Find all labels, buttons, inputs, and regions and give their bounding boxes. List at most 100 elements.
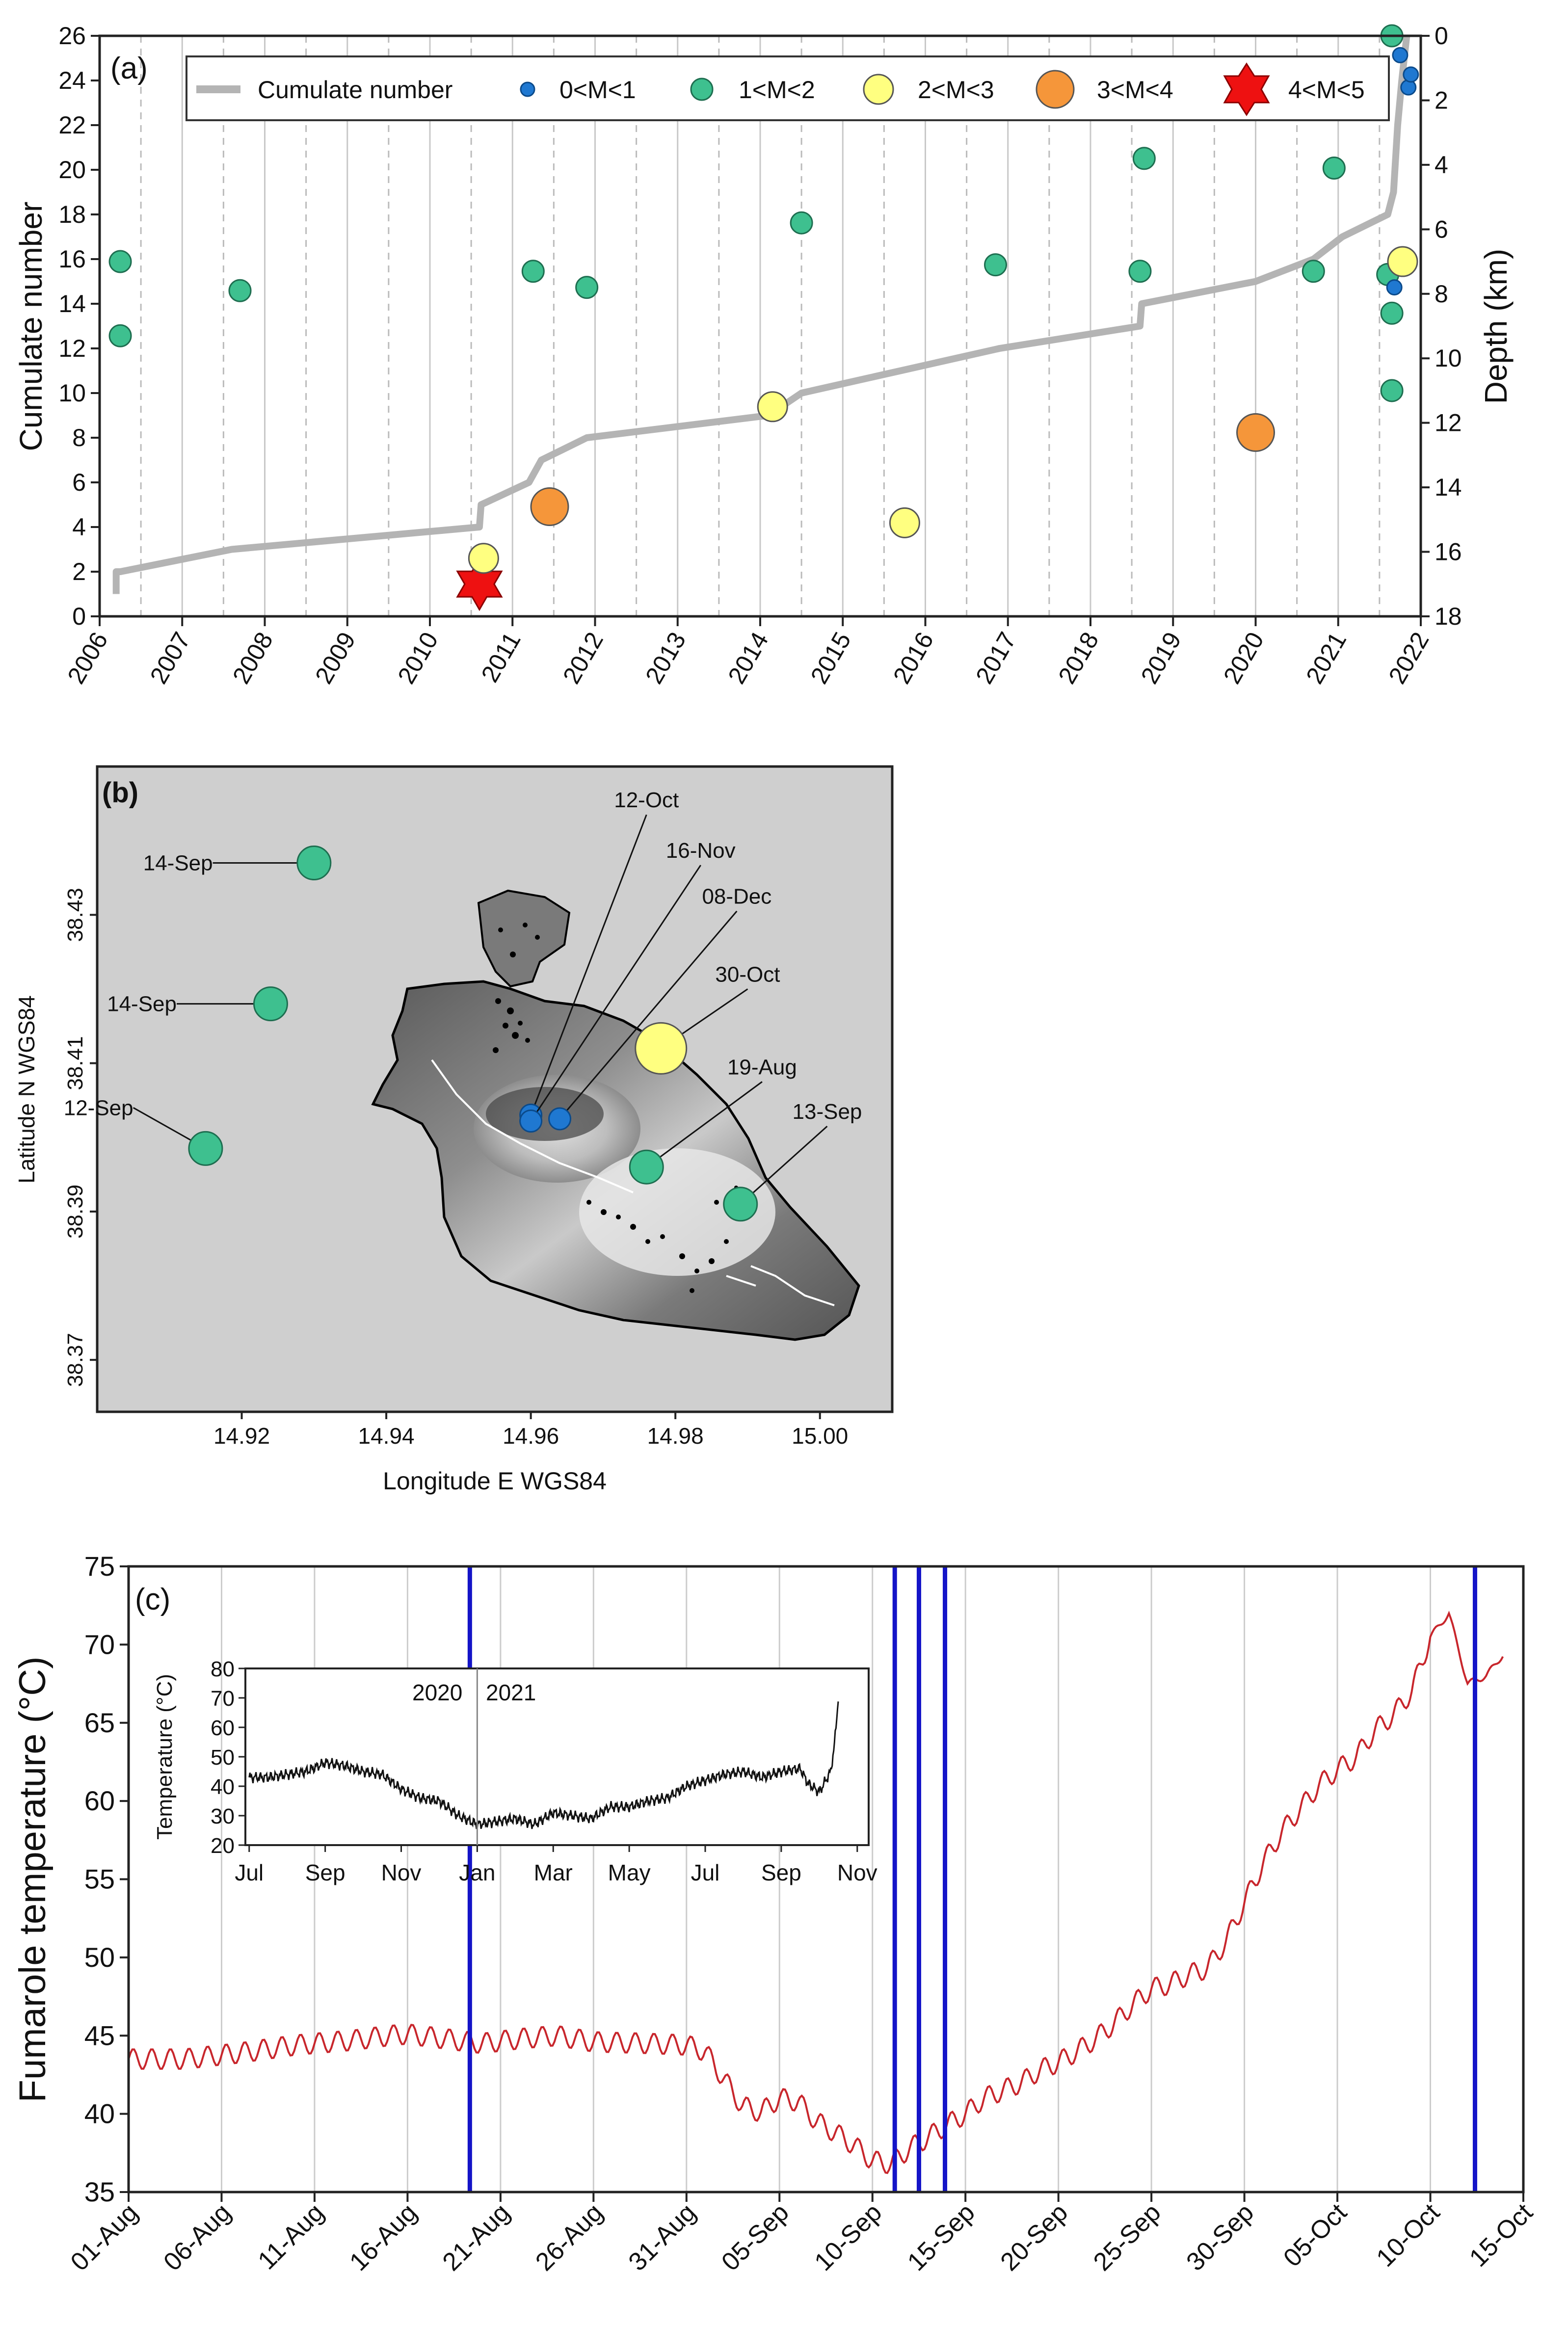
a-x-tick-label: 2016 (888, 628, 939, 688)
a-event-m34 (530, 487, 569, 527)
a-event-m12 (1128, 260, 1152, 283)
a-x-tick-label: 2012 (558, 628, 609, 688)
a-right-tick-label: 4 (1435, 151, 1448, 179)
inset-x-tick-label: Mar (534, 1860, 573, 1885)
a-x-tick-label: 2019 (1136, 628, 1187, 688)
b-x-tick-label: 14.92 (213, 1423, 270, 1449)
a-x-tick-label: 2008 (227, 628, 278, 688)
c-y-tick-label: 40 (84, 2098, 115, 2129)
a-left-tick-label: 14 (58, 290, 86, 317)
inset-x-tick-label: Nov (837, 1860, 877, 1885)
panel-a-label: (a) (110, 52, 148, 85)
panel-a: 2006 2007 2008 2009 2010 2011 2012 2013 2014 2015… (13, 22, 1514, 688)
b-event-date-label: 12-Sep (64, 1096, 133, 1120)
a-event-m23 (757, 391, 788, 423)
legend-m45-star-marker (1223, 62, 1270, 116)
c-x-tick-label: 06-Aug (158, 2198, 237, 2276)
c-x-tick-label: 05-Sep (716, 2198, 795, 2276)
c-y-tick-label: 45 (84, 2020, 115, 2051)
c-x-tick-label: 26-Aug (530, 2198, 609, 2276)
inset-y-tick-label: 20 (211, 1834, 235, 1858)
c-x-tick-label: 21-Aug (437, 2198, 516, 2276)
b-event-date-label: 19-Aug (727, 1055, 797, 1079)
a-left-tick-label: 16 (58, 245, 86, 273)
b-y-tick-label: 38.41 (63, 1036, 87, 1090)
legend-m12-marker (690, 78, 714, 101)
c-seismic-event-lines (467, 1566, 1477, 2192)
a-right-tick-label: 0 (1435, 22, 1448, 50)
legend-m34-marker (1036, 70, 1075, 109)
a-left-tick-label: 20 (58, 156, 86, 184)
a-left-tick-label: 4 (72, 513, 86, 541)
b-label-leader (646, 1081, 763, 1168)
inset-y-tick-label: 40 (211, 1775, 235, 1799)
a-x-tick-label: 2011 (476, 628, 526, 687)
b-event-m12 (253, 986, 288, 1022)
a-right-tick-label: 12 (1435, 409, 1462, 437)
panel-b: 14.92 14.94 14.96 14.98 15.00 38.37 38.39 38.41… (14, 765, 894, 1495)
inset-y-tick-label: 70 (211, 1687, 235, 1711)
a-x-tick-label: 2006 (62, 628, 113, 688)
a-event-m12 (521, 260, 545, 283)
a-event-m12 (790, 211, 813, 235)
b-event-date-label: 16-Nov (666, 839, 736, 863)
a-x-tick-label: 2022 (1383, 628, 1434, 688)
c-y-tick-label: 60 (84, 1785, 115, 1816)
inset-background (245, 1668, 869, 1845)
b-y-tick-label: 38.37 (63, 1333, 87, 1387)
b-event-date-label: 13-Sep (793, 1100, 862, 1124)
inset-x-tick-label: Nov (381, 1860, 422, 1885)
legend-m45-label: 4<M<5 (1288, 76, 1365, 104)
c-x-tick-label: 30-Sep (1181, 2198, 1260, 2276)
c-inset-chart: Jul Sep Nov Jan Mar May Jul Sep Nov 20 30 40 50 60 70 8… (153, 1657, 877, 1885)
a-left-tick-label: 24 (58, 67, 86, 94)
b-event-m01 (519, 1109, 543, 1133)
a-right-tick-label: 8 (1435, 280, 1448, 308)
b-event-m12 (188, 1131, 223, 1166)
b-x-axis-title: Longitude E WGS84 (383, 1467, 607, 1495)
c-y-tick-label: 70 (84, 1629, 115, 1660)
c-temperature-path (128, 1611, 1504, 2174)
a-event-m12 (984, 253, 1008, 277)
a-event-m12 (1380, 379, 1404, 402)
b-event-date-label: 14-Sep (107, 992, 177, 1016)
b-axis-ticks: 14.92 14.94 14.96 14.98 15.00 38.37 38.39 38.41… (63, 888, 848, 1449)
a-right-tick-label: 10 (1435, 344, 1462, 372)
b-x-tick-label: 14.94 (358, 1423, 415, 1449)
c-y-tick-label: 35 (84, 2176, 115, 2207)
a-right-tick-label: 14 (1435, 474, 1462, 501)
inset-year-2021-label: 2021 (486, 1680, 536, 1705)
legend-m01-label: 0<M<1 (559, 76, 636, 104)
legend-m23-marker (863, 74, 894, 105)
a-event-m12 (108, 250, 132, 273)
b-plot-frame (96, 765, 894, 1413)
a-right-axis-title: Depth (km) (1478, 249, 1514, 404)
a-cumulate-path (112, 35, 1410, 594)
a-event-m12 (1322, 156, 1346, 180)
b-event-date-label: 08-Dec (702, 885, 771, 909)
a-event-markers (108, 24, 1419, 611)
a-event-m01 (1386, 279, 1403, 296)
a-left-tick-label: 12 (58, 335, 86, 362)
inset-y-tick-label: 30 (211, 1804, 235, 1828)
a-left-tick-label: 8 (72, 424, 86, 451)
c-x-tick-label: 15-Sep (902, 2198, 981, 2276)
a-left-axis-title: Cumulate number (13, 202, 49, 451)
b-road-line (431, 1059, 835, 1306)
panel-b-label: (b) (102, 777, 138, 809)
a-x-tick-label: 2020 (1218, 628, 1269, 688)
c-y-tick-label: 65 (84, 1707, 115, 1738)
a-left-tick-label: 0 (72, 603, 86, 630)
panel-c-label: (c) (135, 1583, 170, 1616)
a-event-m01 (1400, 79, 1417, 96)
inset-x-tick-label: May (608, 1860, 651, 1885)
a-left-tick-label: 6 (72, 469, 86, 496)
b-island-map (371, 889, 860, 1341)
a-event-m23 (889, 507, 920, 538)
c-x-tick-label: 20-Sep (995, 2198, 1074, 2276)
a-x-tick-label: 2018 (1053, 628, 1104, 688)
a-event-m12 (1132, 147, 1156, 170)
b-label-leader (559, 910, 738, 1119)
a-x-tick-label: 2017 (970, 628, 1021, 688)
